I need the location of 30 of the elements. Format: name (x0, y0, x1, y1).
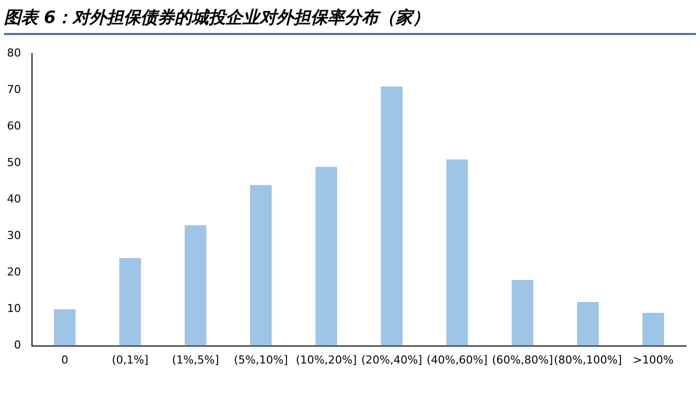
bar (119, 258, 141, 346)
bar (54, 309, 76, 346)
x-tick-label: 0 (61, 353, 68, 366)
x-tick-label: (80%,100%] (554, 353, 622, 366)
y-tick-label: 50 (6, 156, 21, 170)
bar (512, 280, 534, 346)
chart-title: 图表 6：对外担保债券的城投企业对外担保率分布（家） (4, 6, 696, 35)
x-tick-label: (1%,5%] (172, 353, 219, 366)
bar (184, 225, 206, 346)
x-tick-label: (40%,60%] (426, 353, 488, 366)
bar (250, 185, 272, 346)
y-tick-label: 10 (6, 302, 21, 316)
x-tick-label: (0,1%] (112, 353, 148, 366)
y-tick-label: 60 (6, 120, 21, 133)
x-tick-label: >100% (632, 353, 674, 366)
bar (316, 166, 338, 346)
y-tick-label: 20 (6, 266, 21, 279)
x-tick-label: (10%,20%] (296, 353, 357, 366)
bar (380, 86, 402, 346)
y-tick-label: 0 (14, 338, 21, 352)
x-tick-label: (60%,80%] (492, 353, 553, 366)
x-tick-label: (20%,40%] (361, 353, 422, 366)
y-tick-label: 70 (6, 82, 21, 96)
y-tick-label: 40 (6, 192, 21, 206)
bar (577, 302, 599, 346)
y-tick-label: 80 (6, 46, 21, 60)
bar (642, 312, 664, 346)
x-tick-label: (5%,10%] (234, 353, 288, 366)
bar (446, 160, 468, 346)
y-tick-label: 30 (6, 229, 21, 242)
